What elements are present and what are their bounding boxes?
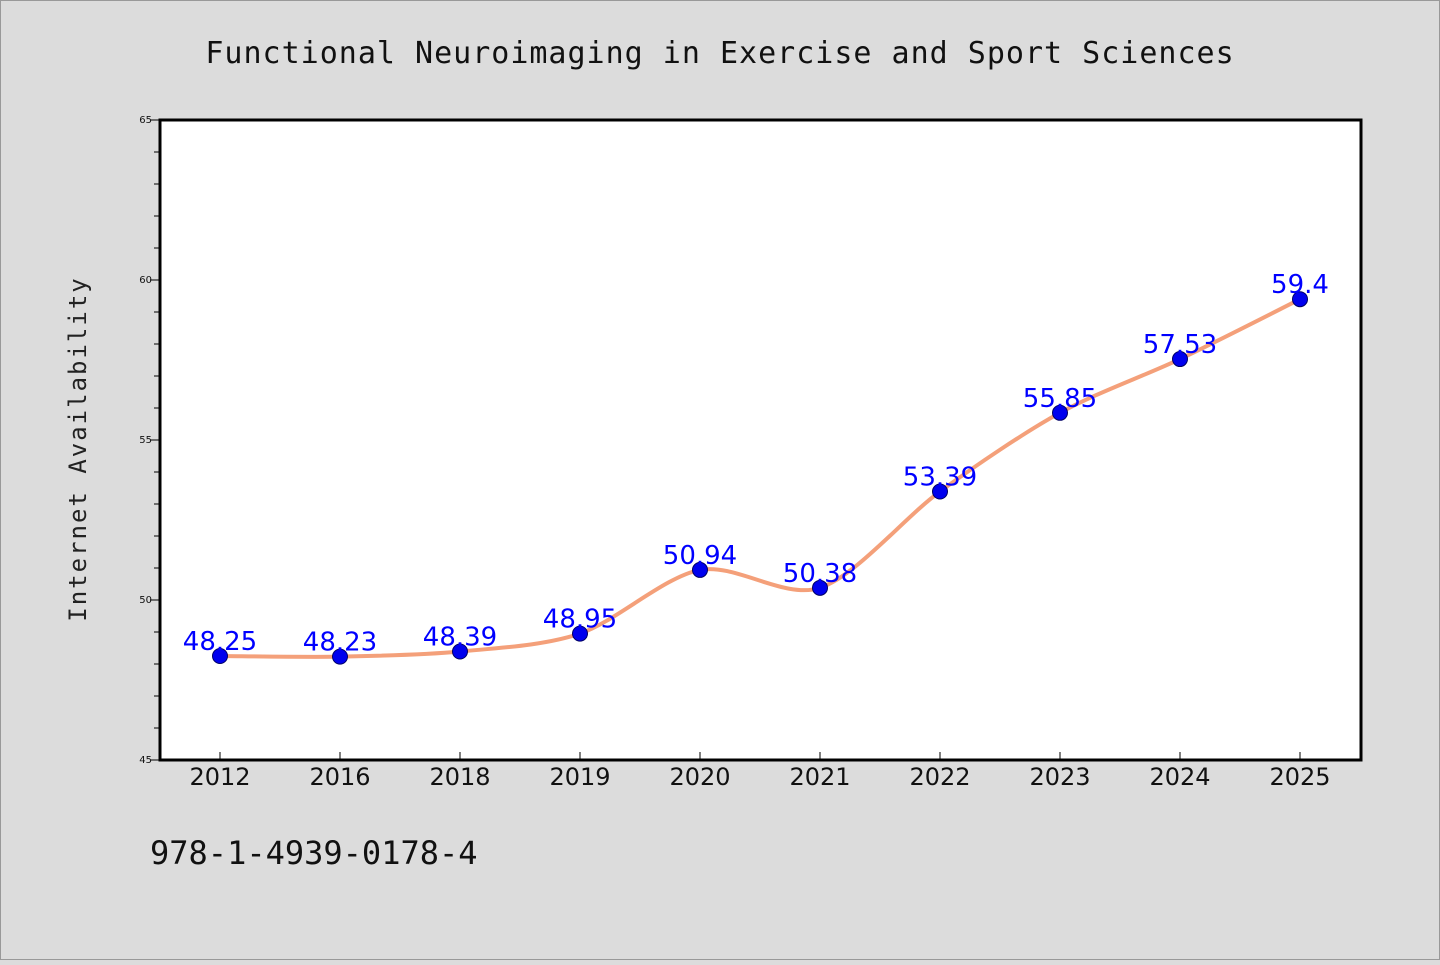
series-line bbox=[218, 297, 1302, 659]
y-tick-label: 50 bbox=[139, 595, 152, 606]
data-point bbox=[452, 643, 468, 660]
data-label: 57.53 bbox=[1143, 330, 1217, 360]
data-label: 48.95 bbox=[543, 605, 617, 635]
data-point bbox=[692, 561, 708, 578]
x-tick-label: 2021 bbox=[789, 763, 850, 791]
x-axis: 2012 2016 2018 2019 2020 2021 2022 2023 2024 2025 bbox=[189, 752, 1331, 791]
data-labels: 48.25 48.23 48.39 48.95 50.94 50.38 53.39 55.85… bbox=[183, 270, 1329, 657]
isbn-text: 978-1-4939-0178-4 bbox=[150, 834, 478, 872]
x-tick-label: 2024 bbox=[1149, 763, 1210, 791]
data-label: 50.94 bbox=[663, 541, 737, 571]
data-markers bbox=[212, 291, 1308, 665]
data-label: 53.39 bbox=[903, 463, 977, 493]
chart-title: Functional Neuroimaging in Exercise and … bbox=[205, 36, 1234, 71]
x-tick-label: 2012 bbox=[189, 763, 250, 791]
y-axis-label: Internet Availability bbox=[64, 276, 92, 621]
data-label: 48.25 bbox=[183, 627, 257, 657]
x-tick-label: 2023 bbox=[1029, 763, 1090, 791]
data-point bbox=[812, 579, 828, 596]
data-label: 48.23 bbox=[303, 628, 377, 658]
x-tick-label: 2019 bbox=[549, 763, 610, 791]
x-tick-label: 2025 bbox=[1269, 763, 1330, 791]
x-tick-label: 2020 bbox=[669, 763, 730, 791]
data-label: 48.39 bbox=[423, 623, 497, 653]
y-tick-label: 65 bbox=[139, 115, 152, 126]
data-point bbox=[932, 483, 948, 500]
data-label: 55.85 bbox=[1023, 384, 1097, 414]
data-point bbox=[212, 648, 228, 664]
data-point bbox=[1292, 291, 1308, 308]
x-tick-label: 2016 bbox=[309, 763, 370, 791]
plot-area bbox=[158, 118, 1363, 762]
data-label: 50.38 bbox=[783, 559, 857, 589]
y-tick-label: 45 bbox=[139, 755, 152, 766]
y-axis: 45 50 55 60 65 bbox=[139, 115, 160, 766]
series-line-group bbox=[218, 297, 1302, 659]
x-tick-label: 2022 bbox=[909, 763, 970, 791]
data-point bbox=[1052, 404, 1068, 421]
y-tick-label: 60 bbox=[139, 275, 152, 286]
data-point bbox=[332, 648, 348, 665]
x-tick-label: 2018 bbox=[429, 763, 490, 791]
data-label: 59.4 bbox=[1271, 270, 1329, 300]
data-point bbox=[1172, 351, 1188, 368]
data-point bbox=[572, 625, 588, 642]
y-tick-label: 55 bbox=[139, 435, 152, 446]
